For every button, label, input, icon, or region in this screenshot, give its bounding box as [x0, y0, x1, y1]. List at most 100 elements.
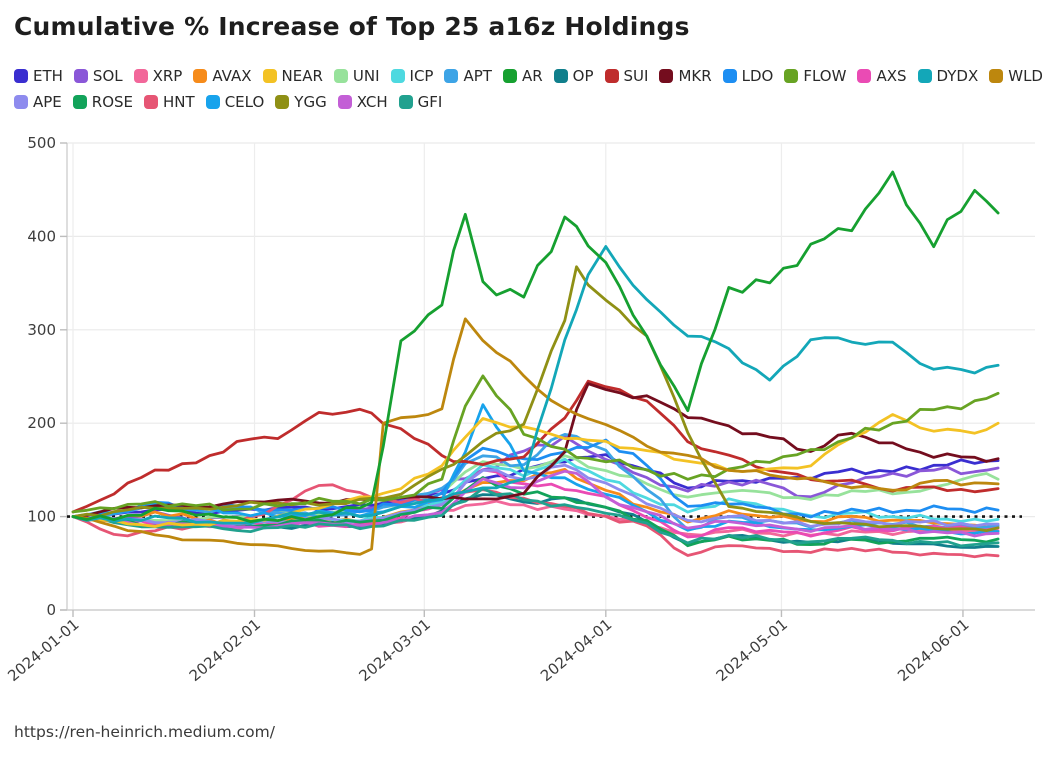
legend-item-LDO: LDO	[722, 64, 774, 87]
legend-swatch-SUI	[604, 68, 619, 83]
legend-item-AXS: AXS	[857, 64, 907, 87]
legend-swatch-SOL	[73, 68, 88, 83]
legend-label: ICP	[409, 66, 434, 85]
legend-item-APT: APT	[444, 64, 492, 87]
legend-swatch-WLD	[989, 68, 1004, 83]
legend-label: MKR	[678, 66, 712, 85]
legend-item-OP: OP	[553, 64, 594, 87]
y-axis-tick-label: 0	[46, 601, 56, 619]
series-lines	[71, 170, 1000, 559]
legend-item-DYDX: DYDX	[917, 64, 979, 87]
legend-label: AR	[521, 66, 543, 85]
x-axis-tick-label: 2024-06-01	[894, 615, 972, 685]
chart-title: Cumulative % Increase of Top 25 a16z Hol…	[14, 12, 690, 41]
legend-label: SUI	[623, 66, 649, 85]
legend-swatch-HNT	[144, 94, 159, 109]
legend-item-UNI: UNI	[333, 64, 380, 87]
legend-label: AVAX	[212, 66, 252, 85]
legend-swatch-XCH	[337, 94, 352, 109]
series-line-XCH	[71, 469, 1000, 538]
legend-swatch-UNI	[333, 68, 348, 83]
legend-swatch-LDO	[722, 68, 737, 83]
legend-label: XRP	[152, 66, 183, 85]
legend-swatch-APT	[444, 68, 459, 83]
x-axis-tick-label: 2024-02-01	[186, 615, 264, 685]
legend-item-GFI: GFI	[398, 90, 443, 113]
legend-label: SOL	[92, 66, 123, 85]
legend-item-CELO: CELO	[205, 90, 265, 113]
x-axis-tick-label: 2024-05-01	[713, 615, 791, 685]
series-line-MKR	[71, 382, 1000, 518]
legend-swatch-ICP	[390, 68, 405, 83]
legend-item-XRP: XRP	[133, 64, 183, 87]
series-line-WLD	[71, 317, 1000, 556]
legend-label: YGG	[294, 92, 327, 111]
legend-item-YGG: YGG	[275, 90, 327, 113]
legend-label: DYDX	[936, 66, 979, 85]
legend-swatch-YGG	[275, 94, 290, 109]
x-axis-tick-label: 2024-04-01	[537, 615, 615, 685]
legend-swatch-CELO	[205, 94, 220, 109]
legend-item-AR: AR	[502, 64, 543, 87]
y-axis-tick-label: 100	[27, 508, 56, 526]
legend-swatch-AVAX	[193, 68, 208, 83]
legend-label: APE	[33, 92, 62, 111]
legend: ETH SOL XRP AVAX NEAR UNI ICP APT AR OP SUI MKR LDO F…	[14, 64, 1044, 113]
legend-item-NEAR: NEAR	[262, 64, 323, 87]
legend-swatch-MKR	[659, 68, 674, 83]
legend-item-ROSE: ROSE	[72, 90, 134, 113]
legend-item-SUI: SUI	[604, 64, 649, 87]
legend-swatch-XRP	[133, 68, 148, 83]
legend-swatch-APE	[14, 94, 28, 109]
legend-swatch-DYDX	[917, 68, 932, 83]
legend-label: OP	[572, 66, 594, 85]
legend-label: ROSE	[91, 92, 134, 111]
legend-item-SOL: SOL	[73, 64, 123, 87]
legend-label: UNI	[352, 66, 380, 85]
legend-swatch-FLOW	[784, 68, 799, 83]
legend-item-APE: APE	[14, 90, 62, 113]
legend-label: FLOW	[803, 66, 847, 85]
y-axis-tick-label: 200	[27, 414, 56, 432]
legend-item-WLD: WLD	[989, 64, 1043, 87]
x-axis-tick-label: 2024-01-01	[4, 615, 82, 685]
legend-label: GFI	[417, 92, 443, 111]
series-line-AR	[71, 170, 1000, 523]
legend-swatch-OP	[553, 68, 568, 83]
legend-label: LDO	[741, 66, 774, 85]
legend-item-FLOW: FLOW	[784, 64, 846, 87]
legend-item-ETH: ETH	[14, 64, 63, 87]
legend-item-HNT: HNT	[144, 90, 195, 113]
x-axis-tick-label: 2024-03-01	[356, 615, 434, 685]
series-line-LDO	[71, 438, 1000, 519]
series-line-GFI	[71, 487, 1000, 548]
legend-label: NEAR	[281, 66, 323, 85]
legend-label: XCH	[356, 92, 388, 111]
y-axis-tick-label: 300	[27, 321, 56, 339]
legend-label: AXS	[876, 66, 907, 85]
legend-swatch-ROSE	[72, 94, 87, 109]
legend-swatch-NEAR	[262, 68, 277, 83]
series-line-SUI	[71, 379, 1000, 514]
legend-swatch-GFI	[398, 94, 413, 109]
legend-label: WLD	[1008, 66, 1043, 85]
legend-item-XCH: XCH	[337, 90, 388, 113]
legend-label: APT	[463, 66, 492, 85]
y-axis-tick-label: 400	[27, 227, 56, 245]
legend-swatch-AXS	[857, 68, 872, 83]
legend-item-MKR: MKR	[659, 64, 712, 87]
axis-labels: 0 100 200 300 400 500 2024-01-01 2024-02-01 2024…	[4, 134, 972, 685]
legend-label: CELO	[224, 92, 265, 111]
source-url: https://ren-heinrich.medium.com/	[14, 723, 275, 741]
series-line-FLOW	[71, 374, 1000, 514]
y-axis-tick-label: 500	[27, 134, 56, 152]
axes	[60, 142, 1035, 617]
legend-label: ETH	[33, 66, 63, 85]
legend-item-AVAX: AVAX	[193, 64, 252, 87]
legend-swatch-AR	[502, 68, 517, 83]
legend-label: HNT	[163, 92, 195, 111]
legend-item-ICP: ICP	[390, 64, 434, 87]
series-line-DYDX	[71, 245, 1000, 525]
